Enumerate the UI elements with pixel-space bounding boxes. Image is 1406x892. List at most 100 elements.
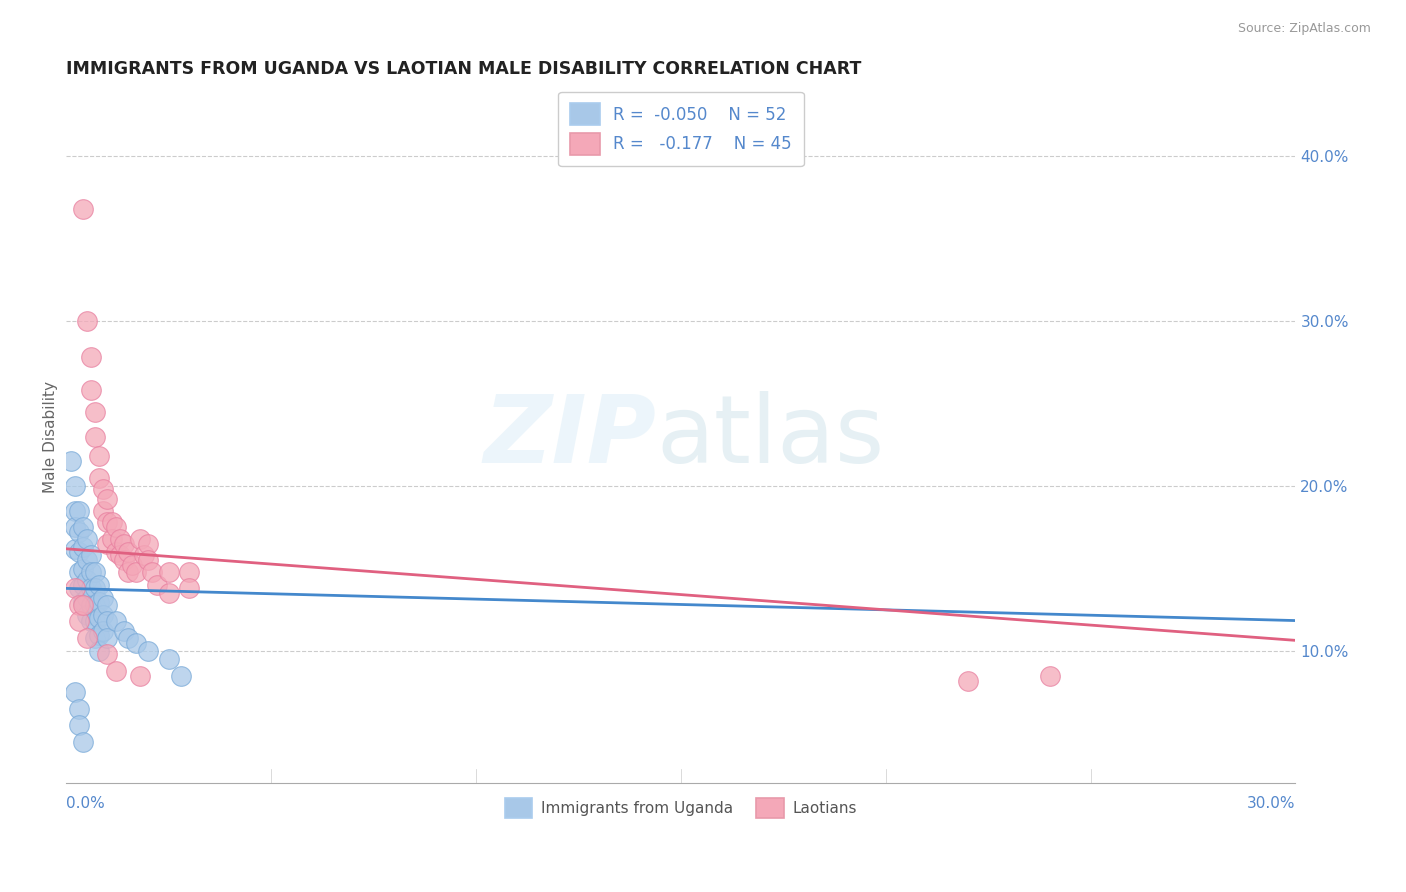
- Point: [84, 615, 107, 629]
- Point: [72, 540, 94, 554]
- Point: [91, 591, 114, 606]
- Point: [76, 314, 98, 328]
- Point: [72, 520, 94, 534]
- Point: [96, 615, 118, 629]
- Point: [157, 565, 180, 579]
- Point: [89, 450, 111, 464]
- Point: [76, 631, 98, 645]
- Point: [91, 504, 114, 518]
- Point: [96, 537, 118, 551]
- Point: [117, 565, 139, 579]
- Point: [104, 520, 127, 534]
- Point: [179, 565, 201, 579]
- Point: [84, 582, 107, 596]
- Point: [125, 565, 148, 579]
- Text: 30.0%: 30.0%: [1247, 797, 1295, 811]
- Point: [67, 615, 90, 629]
- Point: [129, 669, 152, 683]
- Point: [72, 561, 94, 575]
- Point: [63, 685, 86, 699]
- Point: [67, 504, 90, 518]
- Text: ZIP: ZIP: [484, 391, 657, 483]
- Point: [145, 578, 167, 592]
- Point: [100, 516, 122, 530]
- Point: [67, 565, 90, 579]
- Point: [63, 541, 86, 556]
- Point: [67, 702, 90, 716]
- Point: [108, 532, 131, 546]
- Point: [63, 479, 86, 493]
- Point: [67, 598, 90, 612]
- Point: [157, 652, 180, 666]
- Text: Source: ZipAtlas.com: Source: ZipAtlas.com: [1237, 22, 1371, 36]
- Point: [72, 594, 94, 608]
- Legend: Immigrants from Uganda, Laotians: Immigrants from Uganda, Laotians: [498, 792, 863, 824]
- Point: [84, 631, 107, 645]
- Point: [89, 471, 111, 485]
- Point: [112, 553, 135, 567]
- Point: [72, 578, 94, 592]
- Point: [138, 553, 160, 567]
- Point: [89, 627, 111, 641]
- Point: [63, 582, 86, 596]
- Point: [112, 624, 135, 639]
- Point: [141, 565, 163, 579]
- Point: [84, 598, 107, 612]
- Point: [112, 537, 135, 551]
- Point: [91, 483, 114, 497]
- Point: [63, 520, 86, 534]
- Point: [138, 537, 160, 551]
- Point: [96, 631, 118, 645]
- Point: [96, 598, 118, 612]
- Point: [157, 586, 180, 600]
- Point: [117, 631, 139, 645]
- Point: [76, 532, 98, 546]
- Point: [80, 549, 103, 563]
- Point: [138, 644, 160, 658]
- Point: [104, 545, 127, 559]
- Point: [121, 558, 143, 573]
- Point: [96, 648, 118, 662]
- Point: [89, 611, 111, 625]
- Point: [84, 405, 107, 419]
- Point: [91, 624, 114, 639]
- Point: [129, 532, 152, 546]
- Point: [100, 532, 122, 546]
- Point: [80, 384, 103, 398]
- Point: [104, 615, 127, 629]
- Point: [89, 594, 111, 608]
- Point: [72, 202, 94, 216]
- Point: [117, 545, 139, 559]
- Point: [96, 492, 118, 507]
- Point: [72, 598, 94, 612]
- Point: [91, 607, 114, 622]
- Point: [76, 607, 98, 622]
- Y-axis label: Male Disability: Male Disability: [44, 381, 58, 492]
- Text: atlas: atlas: [657, 391, 884, 483]
- Point: [63, 504, 86, 518]
- Point: [956, 673, 979, 688]
- Point: [67, 718, 90, 732]
- Point: [104, 664, 127, 678]
- Point: [59, 454, 82, 468]
- Point: [84, 430, 107, 444]
- Point: [76, 573, 98, 587]
- Point: [80, 351, 103, 365]
- Point: [72, 735, 94, 749]
- Point: [80, 615, 103, 629]
- Point: [1039, 669, 1062, 683]
- Point: [76, 591, 98, 606]
- Point: [67, 525, 90, 540]
- Point: [67, 545, 90, 559]
- Point: [67, 582, 90, 596]
- Point: [80, 582, 103, 596]
- Point: [134, 549, 156, 563]
- Point: [125, 636, 148, 650]
- Point: [89, 644, 111, 658]
- Point: [89, 578, 111, 592]
- Point: [80, 598, 103, 612]
- Point: [96, 516, 118, 530]
- Text: 0.0%: 0.0%: [66, 797, 105, 811]
- Point: [179, 582, 201, 596]
- Point: [76, 553, 98, 567]
